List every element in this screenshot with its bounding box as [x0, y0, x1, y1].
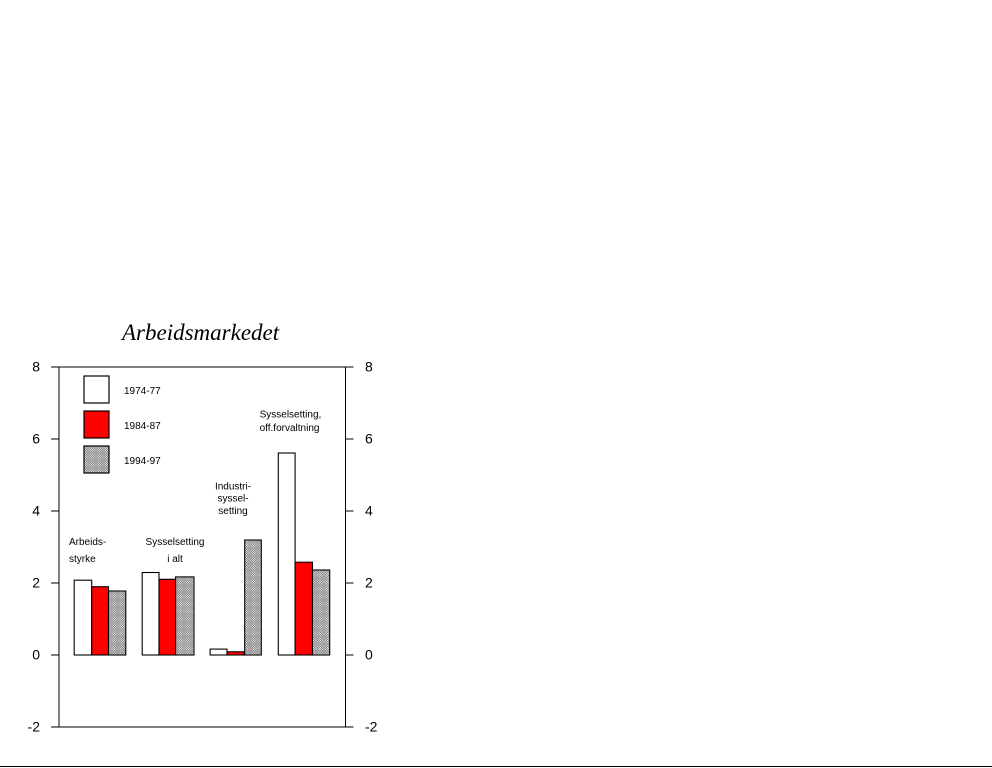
svg-text:Sysselsetting: Sysselsetting [146, 537, 205, 548]
svg-text:1974-77: 1974-77 [124, 386, 161, 397]
svg-text:-2: -2 [28, 719, 41, 735]
svg-text:1984-87: 1984-87 [124, 421, 161, 432]
svg-text:8: 8 [365, 359, 373, 375]
svg-text:4: 4 [365, 503, 373, 519]
svg-text:-2: -2 [365, 719, 378, 735]
svg-text:6: 6 [365, 431, 373, 447]
svg-text:2: 2 [365, 575, 373, 591]
svg-text:6: 6 [32, 431, 40, 447]
svg-text:off.forvaltning: off.forvaltning [260, 423, 320, 434]
svg-text:Arbeids-: Arbeids- [69, 537, 106, 548]
svg-text:0: 0 [365, 647, 373, 663]
svg-text:4: 4 [32, 503, 40, 519]
svg-text:syssel-: syssel- [217, 493, 248, 504]
svg-text:Industri-: Industri- [215, 482, 251, 493]
svg-text:2: 2 [32, 575, 40, 591]
svg-text:setting: setting [218, 506, 247, 517]
svg-text:0: 0 [32, 647, 40, 663]
svg-text:1994-97: 1994-97 [124, 456, 161, 467]
svg-text:Sysselsetting,: Sysselsetting, [260, 410, 322, 421]
svg-text:i alt: i alt [167, 554, 183, 565]
svg-text:styrke: styrke [69, 554, 96, 565]
svg-text:8: 8 [32, 359, 40, 375]
